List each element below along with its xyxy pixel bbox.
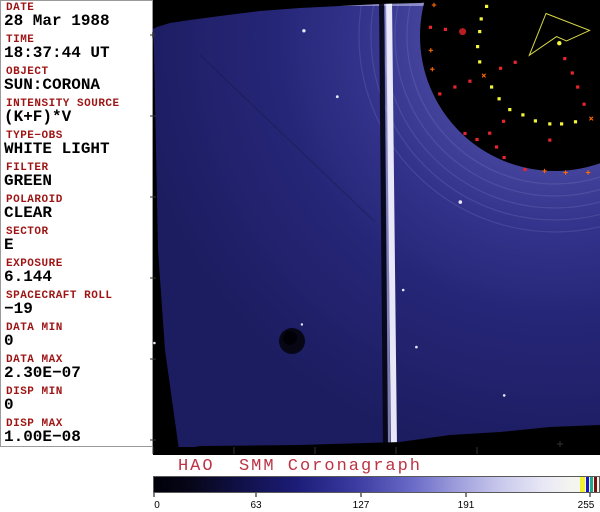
- svg-text:0: 0: [154, 500, 160, 511]
- svg-text:127: 127: [353, 500, 370, 511]
- svg-text:191: 191: [458, 500, 475, 511]
- svg-text:255: 255: [578, 500, 595, 511]
- svg-text:63: 63: [250, 500, 262, 511]
